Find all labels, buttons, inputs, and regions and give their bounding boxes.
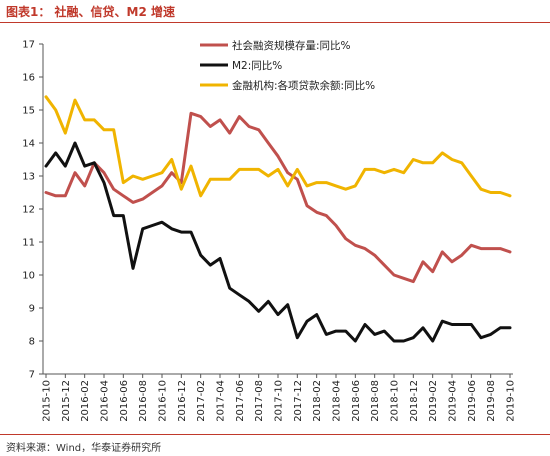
y-tick-label: 15 (22, 106, 35, 117)
x-tick-label: 2019-10 (506, 380, 517, 422)
y-tick-label: 16 (22, 73, 35, 84)
legend-label: M2:同比% (232, 59, 282, 72)
x-tick-label: 2017-02 (196, 380, 207, 422)
series-loans-line (44, 95, 512, 198)
x-tick-label: 2019-08 (486, 380, 497, 422)
chart-title: 图表1： 社融、信贷、M2 增速 (6, 5, 175, 19)
x-tick-label: 2019-02 (428, 380, 439, 422)
x-tick-label: 2019-04 (448, 380, 459, 422)
x-tick-label: 2016-02 (80, 380, 91, 422)
x-tick-label: 2018-06 (351, 380, 362, 422)
legend-label: 金融机构:各项贷款余额:同比% (232, 79, 375, 92)
y-tick-label: 8 (29, 337, 35, 348)
line-chart: 7 8 9 10 11 12 13 14 15 16 17 2015-10 2015-12 2016-02… (22, 39, 517, 422)
x-tick-label: 2016-12 (177, 380, 188, 422)
legend-label: 社会融资规模存量:同比% (232, 39, 351, 52)
series-social-financing-line (44, 111, 512, 284)
x-tick-label: 2018-12 (409, 380, 420, 422)
x-tick-label: 2015-10 (42, 380, 53, 422)
y-tick-label: 12 (22, 205, 35, 216)
y-tick-label: 14 (22, 139, 35, 150)
x-tick-label: 2017-08 (254, 380, 265, 422)
x-tick-label: 2016-06 (119, 380, 130, 422)
x-tick-label: 2017-06 (235, 380, 246, 422)
x-tick-label: 2019-06 (467, 380, 478, 422)
x-tick-label: 2016-08 (138, 380, 149, 422)
x-tick-label: 2018-08 (370, 380, 381, 422)
x-tick-label: 2017-12 (293, 380, 304, 422)
x-tick-label: 2017-10 (274, 380, 285, 422)
y-tick-label: 17 (22, 40, 35, 51)
x-tick-label: 2015-12 (61, 380, 72, 422)
y-tick-label: 11 (22, 238, 35, 249)
x-tick-label: 2018-10 (390, 380, 401, 422)
y-tick-label: 13 (22, 172, 35, 183)
x-tick-label: 2018-02 (312, 380, 323, 422)
series-m2-line (44, 141, 512, 343)
footer-divider (0, 434, 550, 435)
x-tick-label: 2018-04 (332, 380, 343, 422)
title-divider (0, 22, 550, 23)
x-tick-label: 2017-04 (216, 380, 227, 422)
y-tick-label: 10 (22, 271, 35, 282)
y-tick-label: 9 (29, 304, 35, 315)
source-note: 资料来源：Wind，华泰证券研究所 (6, 443, 162, 454)
x-tick-label: 2016-04 (100, 380, 111, 422)
chart-header: 图表1： 社融、信贷、M2 增速 (0, 0, 550, 22)
y-tick-label: 7 (29, 370, 35, 381)
x-tick-label: 2016-10 (158, 380, 169, 422)
